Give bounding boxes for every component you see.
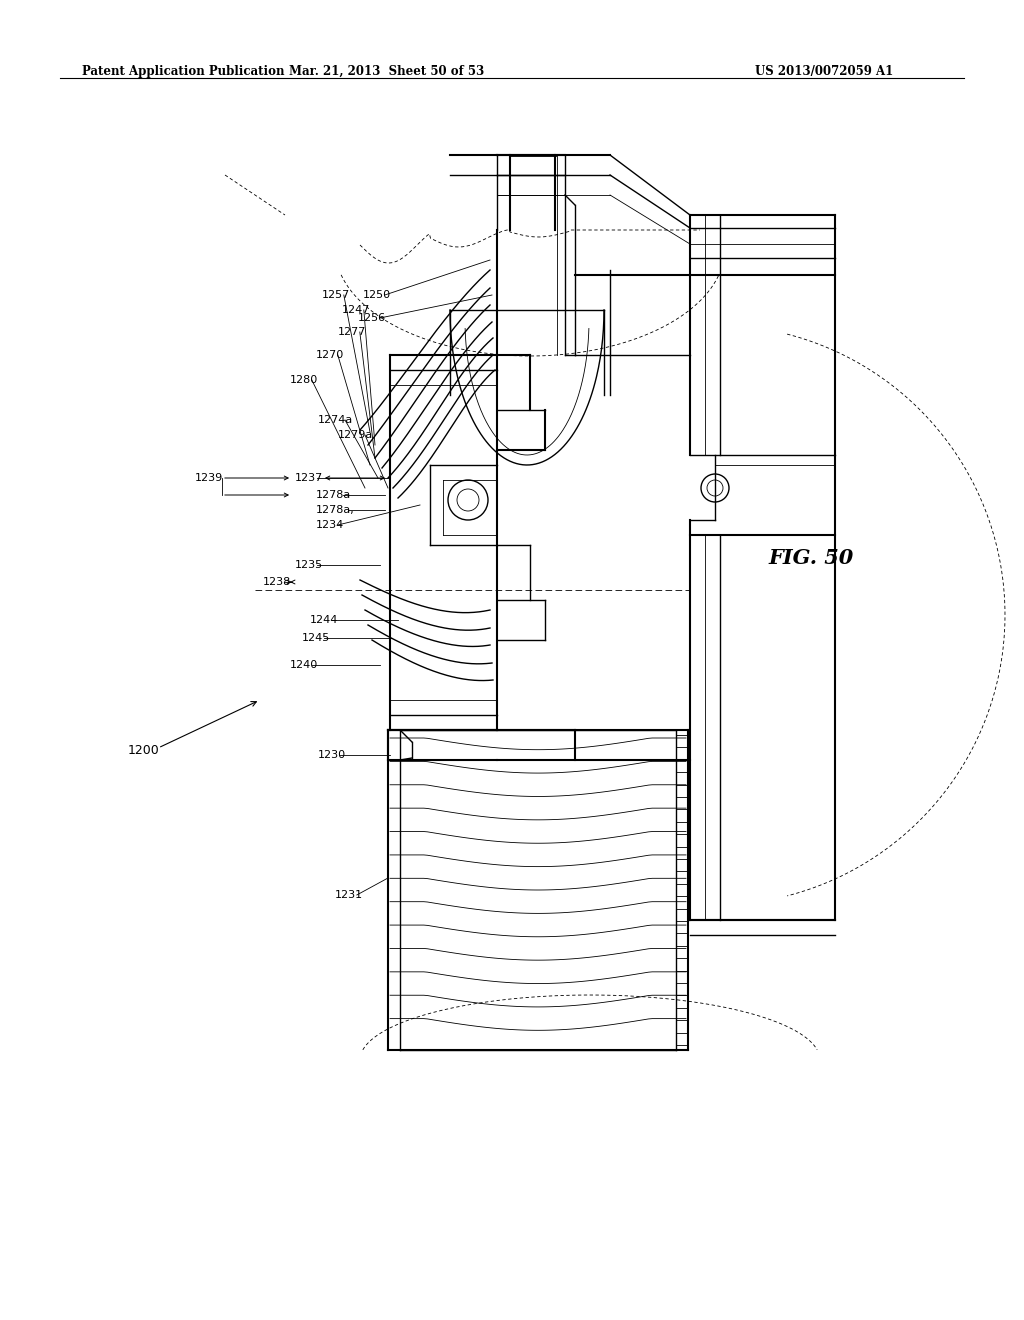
Text: 1257: 1257	[322, 290, 350, 300]
Text: 1256: 1256	[358, 313, 386, 323]
Text: 1280: 1280	[290, 375, 318, 385]
Text: Mar. 21, 2013  Sheet 50 of 53: Mar. 21, 2013 Sheet 50 of 53	[290, 65, 484, 78]
Text: 1240: 1240	[290, 660, 318, 671]
Text: US 2013/0072059 A1: US 2013/0072059 A1	[755, 65, 893, 78]
Text: 1250: 1250	[362, 290, 391, 300]
Text: 1274a: 1274a	[318, 414, 353, 425]
Text: 1238: 1238	[263, 577, 291, 587]
Text: 1270: 1270	[316, 350, 344, 360]
Text: 1279a: 1279a	[338, 430, 374, 440]
Circle shape	[457, 488, 479, 511]
Text: 1278a,: 1278a,	[316, 506, 354, 515]
Text: 1231: 1231	[335, 890, 364, 900]
Text: 1278a: 1278a	[316, 490, 351, 500]
Text: 1245: 1245	[302, 634, 331, 643]
Text: 1244: 1244	[310, 615, 338, 624]
Text: 1239: 1239	[195, 473, 223, 483]
Text: 1247: 1247	[342, 305, 371, 315]
Text: 1237: 1237	[295, 473, 324, 483]
Text: 1200: 1200	[128, 743, 160, 756]
Text: 1235: 1235	[295, 560, 324, 570]
Circle shape	[449, 480, 488, 520]
Text: 1277: 1277	[338, 327, 367, 337]
Text: 1230: 1230	[318, 750, 346, 760]
Circle shape	[707, 480, 723, 496]
Text: FIG. 50: FIG. 50	[768, 548, 853, 568]
Circle shape	[701, 474, 729, 502]
Text: Patent Application Publication: Patent Application Publication	[82, 65, 285, 78]
Text: 1234: 1234	[316, 520, 344, 531]
